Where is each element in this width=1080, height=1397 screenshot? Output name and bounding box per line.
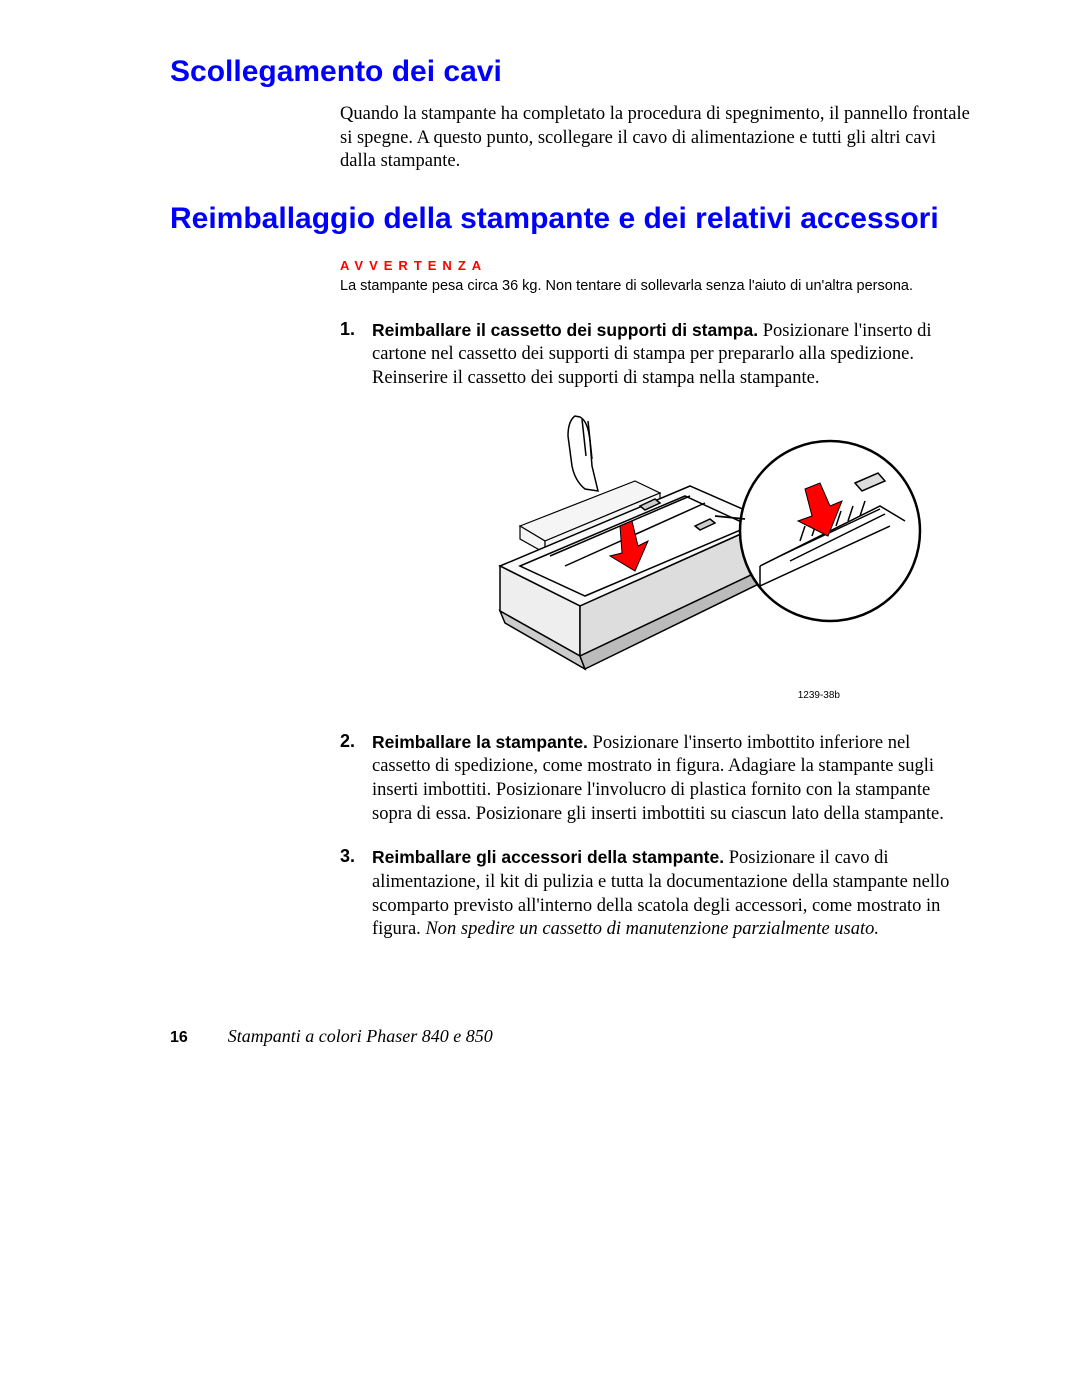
page-number: 16 bbox=[170, 1029, 188, 1047]
step-3-italic: Non spedire un cassetto di manutenzione … bbox=[425, 919, 879, 939]
page-footer: 16 Stampanti a colori Phaser 840 e 850 bbox=[170, 1026, 493, 1047]
step-3-body: Reimballare gli accessori della stampant… bbox=[372, 846, 970, 942]
step-3-num: 3. bbox=[340, 846, 372, 942]
figure-code: 1239-38b bbox=[798, 690, 840, 701]
step-2-num: 2. bbox=[340, 731, 372, 827]
step-1-num: 1. bbox=[340, 319, 372, 391]
section1-body: Quando la stampante ha completato la pro… bbox=[340, 103, 970, 174]
step-2: 2. Reimballare la stampante. Posizionare… bbox=[340, 731, 970, 827]
section2-title: Reimballaggio della stampante e dei rela… bbox=[170, 202, 970, 236]
step-3-bold: Reimballare gli accessori della stampant… bbox=[372, 847, 724, 867]
warning-label: AVVERTENZA bbox=[340, 258, 970, 273]
step-2-bold: Reimballare la stampante. bbox=[372, 732, 588, 752]
step-1-bold: Reimballare il cassetto dei supporti di … bbox=[372, 320, 758, 340]
footer-title: Stampanti a colori Phaser 840 e 850 bbox=[228, 1026, 493, 1047]
step-2-body: Reimballare la stampante. Posizionare l'… bbox=[372, 731, 970, 827]
figure-tray: 1239-38b bbox=[170, 411, 970, 711]
tray-illustration bbox=[460, 411, 940, 701]
warning-text: La stampante pesa circa 36 kg. Non tenta… bbox=[340, 277, 970, 297]
step-1: 1. Reimballare il cassetto dei supporti … bbox=[340, 319, 970, 391]
step-3: 3. Reimballare gli accessori della stamp… bbox=[340, 846, 970, 942]
warning-block: AVVERTENZA La stampante pesa circa 36 kg… bbox=[340, 258, 970, 297]
step-1-body: Reimballare il cassetto dei supporti di … bbox=[372, 319, 970, 391]
section1-title: Scollegamento dei cavi bbox=[170, 55, 970, 89]
